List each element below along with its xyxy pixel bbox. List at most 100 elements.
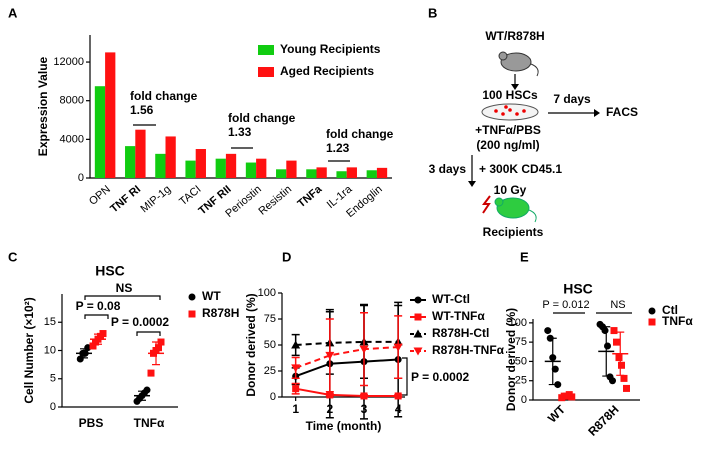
data-point (291, 364, 301, 373)
y-tick-label: 15 (44, 316, 56, 328)
error-bar (138, 390, 146, 401)
bar (215, 158, 226, 178)
bar (165, 136, 176, 178)
legend-label: Aged Recipients (280, 64, 374, 78)
y-tick-label: 0 (78, 172, 84, 184)
y-axis-label: Cell Number (×10²) (22, 297, 36, 403)
annotation: 1.33 (228, 125, 252, 139)
bar (125, 146, 136, 178)
bar (376, 167, 388, 178)
annotation: fold change (326, 127, 394, 141)
legend-swatch (258, 45, 274, 55)
annotation: fold change (130, 89, 198, 103)
annotation: 1.23 (326, 141, 350, 155)
arrow-head (594, 109, 600, 117)
x-axis-label: Time (month) (306, 419, 382, 433)
y-tick-label: 25 (264, 365, 276, 377)
data-point (99, 330, 107, 338)
data-point (292, 385, 300, 393)
data-point (89, 342, 97, 350)
diagram-text: (200 ng/ml) (476, 138, 539, 152)
arrow-head (511, 84, 519, 90)
annotation: 1.56 (130, 103, 154, 117)
bar (276, 169, 287, 178)
data-point (554, 381, 562, 389)
chart-title: HSC (563, 281, 593, 297)
legend-marker (414, 313, 422, 321)
bar (135, 129, 146, 178)
data-point (291, 340, 301, 349)
y-axis-label: Expression Value (36, 56, 50, 156)
data-point (147, 369, 155, 377)
data-point (325, 351, 335, 360)
arrow-head (468, 181, 476, 187)
data-point (615, 354, 623, 362)
y-tick-label: 8000 (60, 95, 84, 107)
annotation: fold change (228, 111, 296, 125)
legend-label: R878H (202, 306, 239, 320)
error-bar (548, 337, 557, 386)
bar (346, 167, 357, 178)
annotation: NS (116, 281, 133, 295)
x-tick-label: 1 (292, 402, 299, 416)
data-point (359, 345, 369, 354)
bar (225, 153, 237, 178)
y-tick-label: 75 (264, 313, 276, 325)
x-tick-label: WT (545, 402, 569, 426)
y-tick-label: 100 (258, 287, 276, 299)
legend-marker (413, 347, 423, 356)
diagram-text: +TNFα/PBS (475, 123, 541, 137)
panel-label: B (428, 5, 437, 20)
x-tick-label: PBS (79, 416, 104, 430)
y-tick-label: 0 (50, 401, 56, 413)
bar (105, 52, 116, 178)
x-tick-label: TNF RI (108, 183, 143, 215)
series-line (295, 340, 399, 346)
diagram-text: 7 days (553, 92, 591, 106)
x-tick-label: MIP-1g (138, 183, 173, 215)
bar (256, 158, 267, 178)
series-line (295, 387, 399, 397)
bracket (402, 357, 408, 396)
y-tick-label: 12000 (53, 56, 84, 68)
bar (155, 153, 166, 178)
y-tick-label: 75 (515, 336, 527, 348)
y-tick-label: 25 (515, 375, 527, 387)
x-tick-label: TNFα (134, 416, 165, 430)
data-point (394, 392, 402, 400)
data-point (360, 392, 368, 400)
legend-label: TNFα (662, 314, 693, 328)
error-bar (562, 394, 571, 399)
data-point (393, 343, 403, 352)
x-tick-label: TNFa (296, 183, 325, 210)
bracket (84, 295, 161, 300)
diagram-text: WT/R878H (485, 29, 544, 43)
bar (366, 170, 377, 178)
annotation: P = 0.0002 (411, 370, 469, 384)
data-point (609, 377, 616, 385)
chart-title: HSC (95, 263, 125, 279)
legend-label: WT (202, 289, 221, 303)
data-point (76, 355, 84, 363)
legend-label: R878H-Ctl (432, 326, 489, 340)
x-tick-label: Resistin (256, 183, 294, 217)
error-bar (80, 348, 88, 359)
y-tick-label: 0 (270, 391, 276, 403)
bracket (84, 314, 109, 319)
dish-icon (481, 103, 539, 121)
legend-marker (648, 307, 656, 315)
data-point (157, 338, 165, 346)
data-point (326, 391, 334, 399)
annotation: NS (610, 299, 625, 311)
legend-label: Ctl (662, 303, 678, 317)
mouse-icon (498, 51, 539, 77)
panel-label: A (8, 5, 18, 20)
diagram-text: 3 days (429, 162, 467, 176)
error-bar (616, 331, 625, 376)
data-point (610, 327, 618, 335)
y-tick-label: 4000 (60, 133, 84, 145)
data-point (623, 384, 630, 392)
data-point (551, 365, 559, 373)
bar (195, 149, 206, 178)
